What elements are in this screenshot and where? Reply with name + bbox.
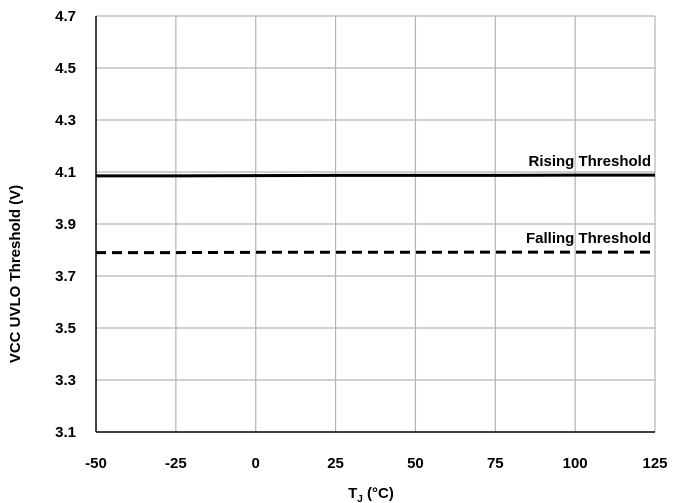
series-line-falling — [96, 250, 655, 255]
series-lines — [96, 173, 655, 255]
axes — [95, 16, 655, 433]
series-label-falling: Falling Threshold — [526, 230, 651, 247]
y-tick-label: 3.1 — [55, 424, 76, 441]
y-tick-label: 4.3 — [55, 112, 76, 129]
x-tick-label: 50 — [407, 455, 424, 472]
series-labels: Rising Threshold Falling Threshold — [526, 153, 651, 247]
y-tick-label: 3.5 — [55, 320, 76, 337]
tick-labels: -50 -25 0 25 50 75 100 125 3.1 3.3 3.5 3.7 3.9 4.1 4.3… — [55, 8, 667, 472]
x-tick-label: 100 — [563, 455, 588, 472]
y-tick-label: 4.5 — [55, 60, 76, 77]
y-axis-label: VCC UVLO Threshold (V) — [7, 185, 24, 363]
y-tick-label: 3.7 — [55, 268, 76, 285]
x-axis-label: TJ (°C) — [348, 485, 394, 503]
x-tick-label: -50 — [85, 455, 107, 472]
gridlines — [96, 15, 656, 432]
x-tick-label: 125 — [642, 455, 667, 472]
x-tick-label: 25 — [327, 455, 344, 472]
series-label-rising: Rising Threshold — [528, 153, 651, 170]
x-axis-label-subscript: J — [357, 494, 363, 503]
y-tick-label: 3.9 — [55, 216, 76, 233]
y-tick-label: 4.7 — [55, 8, 76, 25]
x-tick-label: -25 — [165, 455, 187, 472]
x-axis-label-main: T — [348, 485, 357, 502]
y-tick-label: 4.1 — [55, 164, 76, 181]
x-tick-label: 75 — [487, 455, 504, 472]
x-axis-label-unit: (°C) — [363, 485, 394, 502]
series-line-rising — [96, 173, 655, 178]
y-tick-label: 3.3 — [55, 372, 76, 389]
x-tick-label: 0 — [252, 455, 260, 472]
